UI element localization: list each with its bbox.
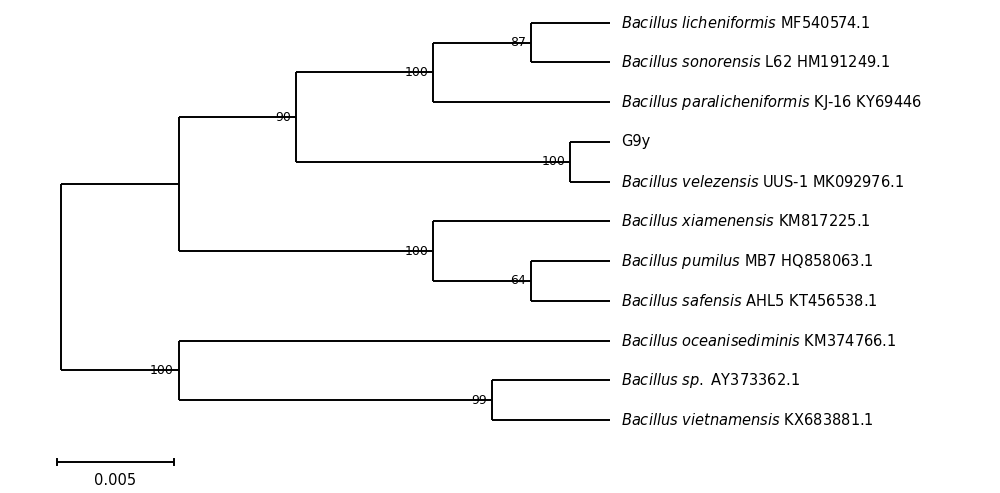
Text: $\it{Bacillus}$ $\it{velezensis}$ UUS-1 MK092976.1: $\it{Bacillus}$ $\it{velezensis}$ UUS-1 …	[621, 174, 904, 190]
Text: $\it{Bacillus}$ $\it{sp.}$ AY373362.1: $\it{Bacillus}$ $\it{sp.}$ AY373362.1	[621, 371, 800, 390]
Text: 87: 87	[510, 36, 526, 49]
Text: $\it{Bacillus}$ $\it{pumilus}$ MB7 HQ858063.1: $\it{Bacillus}$ $\it{pumilus}$ MB7 HQ858…	[621, 251, 874, 271]
Text: 90: 90	[276, 110, 291, 124]
Text: 0.005: 0.005	[94, 473, 136, 488]
Text: G9y: G9y	[621, 135, 651, 149]
Text: 100: 100	[150, 364, 174, 377]
Text: $\it{Bacillus}$ $\it{licheniformis}$ MF540574.1: $\it{Bacillus}$ $\it{licheniformis}$ MF5…	[621, 15, 871, 31]
Text: $\it{Bacillus}$ $\it{sonorensis}$ L62 HM191249.1: $\it{Bacillus}$ $\it{sonorensis}$ L62 HM…	[621, 54, 890, 70]
Text: $\it{Bacillus}$ $\it{xiamenensis}$ KM817225.1: $\it{Bacillus}$ $\it{xiamenensis}$ KM817…	[621, 213, 871, 229]
Text: 100: 100	[542, 155, 566, 168]
Text: 64: 64	[511, 275, 526, 287]
Text: $\it{Bacillus}$ $\it{vietnamensis}$ KX683881.1: $\it{Bacillus}$ $\it{vietnamensis}$ KX68…	[621, 412, 874, 428]
Text: $\it{Bacillus}$ $\it{safensis}$ AHL5 KT456538.1: $\it{Bacillus}$ $\it{safensis}$ AHL5 KT4…	[621, 293, 878, 309]
Text: $\it{Bacillus}$ $\it{paralicheniformis}$ KJ-16 KY69446: $\it{Bacillus}$ $\it{paralicheniformis}$…	[621, 93, 922, 111]
Text: $\it{Bacillus}$ $\it{oceanisediminis}$ KM374766.1: $\it{Bacillus}$ $\it{oceanisediminis}$ K…	[621, 333, 897, 349]
Text: 100: 100	[405, 66, 428, 79]
Text: 100: 100	[405, 245, 428, 258]
Text: 99: 99	[471, 394, 487, 407]
